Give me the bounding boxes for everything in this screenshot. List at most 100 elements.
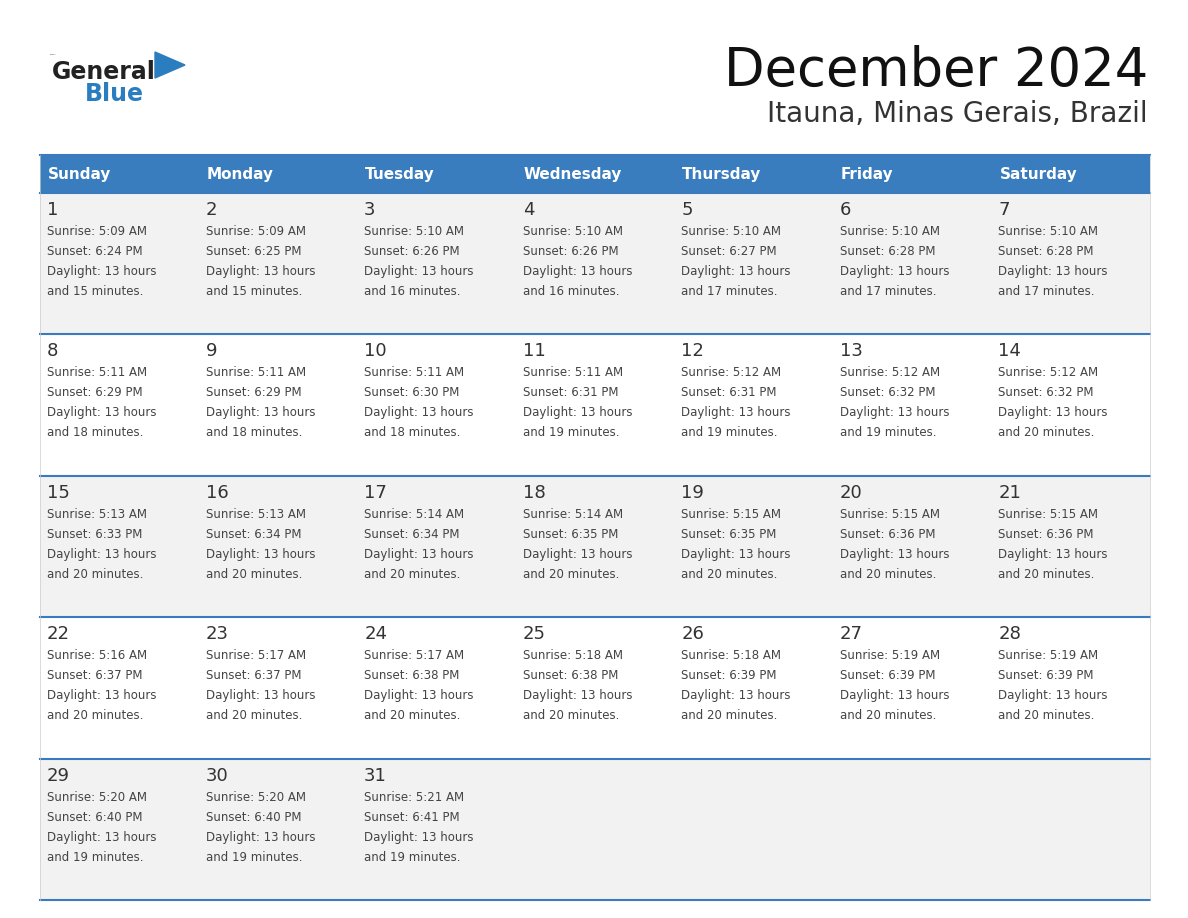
Text: Daylight: 13 hours: Daylight: 13 hours	[365, 831, 474, 844]
Text: Sunrise: 5:12 AM: Sunrise: 5:12 AM	[998, 366, 1099, 379]
Text: and 18 minutes.: and 18 minutes.	[206, 426, 302, 440]
Text: Daylight: 13 hours: Daylight: 13 hours	[998, 407, 1108, 420]
Text: Daylight: 13 hours: Daylight: 13 hours	[998, 548, 1108, 561]
Bar	[40, 758, 198, 900]
Bar	[992, 758, 1150, 900]
Text: Sunset: 6:31 PM: Sunset: 6:31 PM	[681, 386, 777, 399]
Text: Monday: Monday	[207, 166, 273, 182]
Text: Sunrise: 5:17 AM: Sunrise: 5:17 AM	[206, 649, 305, 662]
Text: Daylight: 13 hours: Daylight: 13 hours	[206, 831, 315, 844]
Text: Daylight: 13 hours: Daylight: 13 hours	[365, 548, 474, 561]
Text: Sunrise: 5:14 AM: Sunrise: 5:14 AM	[365, 508, 465, 521]
Text: Sunset: 6:37 PM: Sunset: 6:37 PM	[48, 669, 143, 682]
Text: and 19 minutes.: and 19 minutes.	[365, 851, 461, 864]
Text: Sunset: 6:36 PM: Sunset: 6:36 PM	[998, 528, 1094, 541]
Text: Sunset: 6:29 PM: Sunset: 6:29 PM	[206, 386, 302, 399]
Text: Sunset: 6:37 PM: Sunset: 6:37 PM	[206, 669, 301, 682]
Text: Daylight: 13 hours: Daylight: 13 hours	[523, 265, 632, 278]
Text: and 19 minutes.: and 19 minutes.	[206, 851, 302, 864]
Bar	[198, 476, 358, 617]
Text: Sunset: 6:35 PM: Sunset: 6:35 PM	[523, 528, 618, 541]
Bar	[198, 617, 358, 758]
Text: Sunset: 6:26 PM: Sunset: 6:26 PM	[523, 245, 618, 258]
Text: Sunset: 6:28 PM: Sunset: 6:28 PM	[840, 245, 935, 258]
Text: 6: 6	[840, 201, 852, 219]
Text: and 19 minutes.: and 19 minutes.	[681, 426, 778, 440]
Bar	[198, 758, 358, 900]
Bar	[40, 334, 198, 476]
Text: and 20 minutes.: and 20 minutes.	[206, 568, 302, 581]
Text: 8: 8	[48, 342, 58, 361]
Text: and 16 minutes.: and 16 minutes.	[523, 285, 619, 298]
Text: and 16 minutes.: and 16 minutes.	[365, 285, 461, 298]
Text: and 20 minutes.: and 20 minutes.	[840, 568, 936, 581]
Text: and 20 minutes.: and 20 minutes.	[681, 710, 778, 722]
Text: Sunset: 6:34 PM: Sunset: 6:34 PM	[365, 528, 460, 541]
Text: Sunset: 6:38 PM: Sunset: 6:38 PM	[523, 669, 618, 682]
Text: Daylight: 13 hours: Daylight: 13 hours	[998, 265, 1108, 278]
Text: 18: 18	[523, 484, 545, 502]
Text: Sunrise: 5:15 AM: Sunrise: 5:15 AM	[681, 508, 782, 521]
Text: Sunset: 6:26 PM: Sunset: 6:26 PM	[365, 245, 460, 258]
Text: Sunset: 6:36 PM: Sunset: 6:36 PM	[840, 528, 935, 541]
Text: Sunset: 6:38 PM: Sunset: 6:38 PM	[365, 669, 460, 682]
Text: Sunrise: 5:11 AM: Sunrise: 5:11 AM	[365, 366, 465, 379]
Text: and 17 minutes.: and 17 minutes.	[681, 285, 778, 298]
Text: Sunset: 6:32 PM: Sunset: 6:32 PM	[840, 386, 935, 399]
Text: Daylight: 13 hours: Daylight: 13 hours	[998, 689, 1108, 702]
Text: Sunrise: 5:18 AM: Sunrise: 5:18 AM	[523, 649, 623, 662]
Text: Sunrise: 5:15 AM: Sunrise: 5:15 AM	[840, 508, 940, 521]
Bar	[198, 155, 358, 193]
Text: 3: 3	[365, 201, 375, 219]
Text: Sunset: 6:41 PM: Sunset: 6:41 PM	[365, 811, 460, 823]
Bar	[40, 476, 198, 617]
Text: 11: 11	[523, 342, 545, 361]
Text: Sunset: 6:39 PM: Sunset: 6:39 PM	[681, 669, 777, 682]
Text: Sunset: 6:32 PM: Sunset: 6:32 PM	[998, 386, 1094, 399]
Text: and 20 minutes.: and 20 minutes.	[48, 568, 144, 581]
Text: Daylight: 13 hours: Daylight: 13 hours	[206, 407, 315, 420]
Text: Daylight: 13 hours: Daylight: 13 hours	[523, 407, 632, 420]
Text: Sunrise: 5:21 AM: Sunrise: 5:21 AM	[365, 790, 465, 803]
Text: Sunrise: 5:10 AM: Sunrise: 5:10 AM	[998, 225, 1099, 238]
Text: Sunset: 6:28 PM: Sunset: 6:28 PM	[998, 245, 1094, 258]
Text: Daylight: 13 hours: Daylight: 13 hours	[206, 265, 315, 278]
Text: and 15 minutes.: and 15 minutes.	[206, 285, 302, 298]
Bar	[675, 193, 833, 334]
Bar	[992, 155, 1150, 193]
Text: Sunset: 6:40 PM: Sunset: 6:40 PM	[206, 811, 301, 823]
Text: Sunrise: 5:19 AM: Sunrise: 5:19 AM	[840, 649, 940, 662]
Text: 27: 27	[840, 625, 862, 644]
Bar	[992, 334, 1150, 476]
Text: and 20 minutes.: and 20 minutes.	[840, 710, 936, 722]
Text: Daylight: 13 hours: Daylight: 13 hours	[681, 265, 791, 278]
Text: Sunrise: 5:20 AM: Sunrise: 5:20 AM	[48, 790, 147, 803]
Text: Tuesday: Tuesday	[365, 166, 435, 182]
Text: 7: 7	[998, 201, 1010, 219]
Text: Sunset: 6:39 PM: Sunset: 6:39 PM	[840, 669, 935, 682]
Bar	[516, 476, 675, 617]
Text: Sunrise: 5:16 AM: Sunrise: 5:16 AM	[48, 649, 147, 662]
Text: Sunrise: 5:13 AM: Sunrise: 5:13 AM	[206, 508, 305, 521]
Bar	[675, 334, 833, 476]
Text: Blue: Blue	[86, 82, 144, 106]
Text: Sunset: 6:40 PM: Sunset: 6:40 PM	[48, 811, 143, 823]
Bar	[358, 155, 516, 193]
Text: Thursday: Thursday	[682, 166, 762, 182]
Text: and 19 minutes.: and 19 minutes.	[523, 426, 619, 440]
Text: 1: 1	[48, 201, 58, 219]
Text: Sunset: 6:39 PM: Sunset: 6:39 PM	[998, 669, 1094, 682]
Bar	[40, 193, 198, 334]
Bar	[516, 617, 675, 758]
Text: Sunrise: 5:11 AM: Sunrise: 5:11 AM	[523, 366, 623, 379]
Bar	[516, 155, 675, 193]
Bar	[516, 334, 675, 476]
Text: Sunset: 6:33 PM: Sunset: 6:33 PM	[48, 528, 143, 541]
Text: and 20 minutes.: and 20 minutes.	[998, 568, 1095, 581]
Bar	[833, 617, 992, 758]
Bar	[833, 758, 992, 900]
Bar	[516, 758, 675, 900]
Text: Daylight: 13 hours: Daylight: 13 hours	[840, 407, 949, 420]
Text: 9: 9	[206, 342, 217, 361]
Text: Daylight: 13 hours: Daylight: 13 hours	[365, 689, 474, 702]
